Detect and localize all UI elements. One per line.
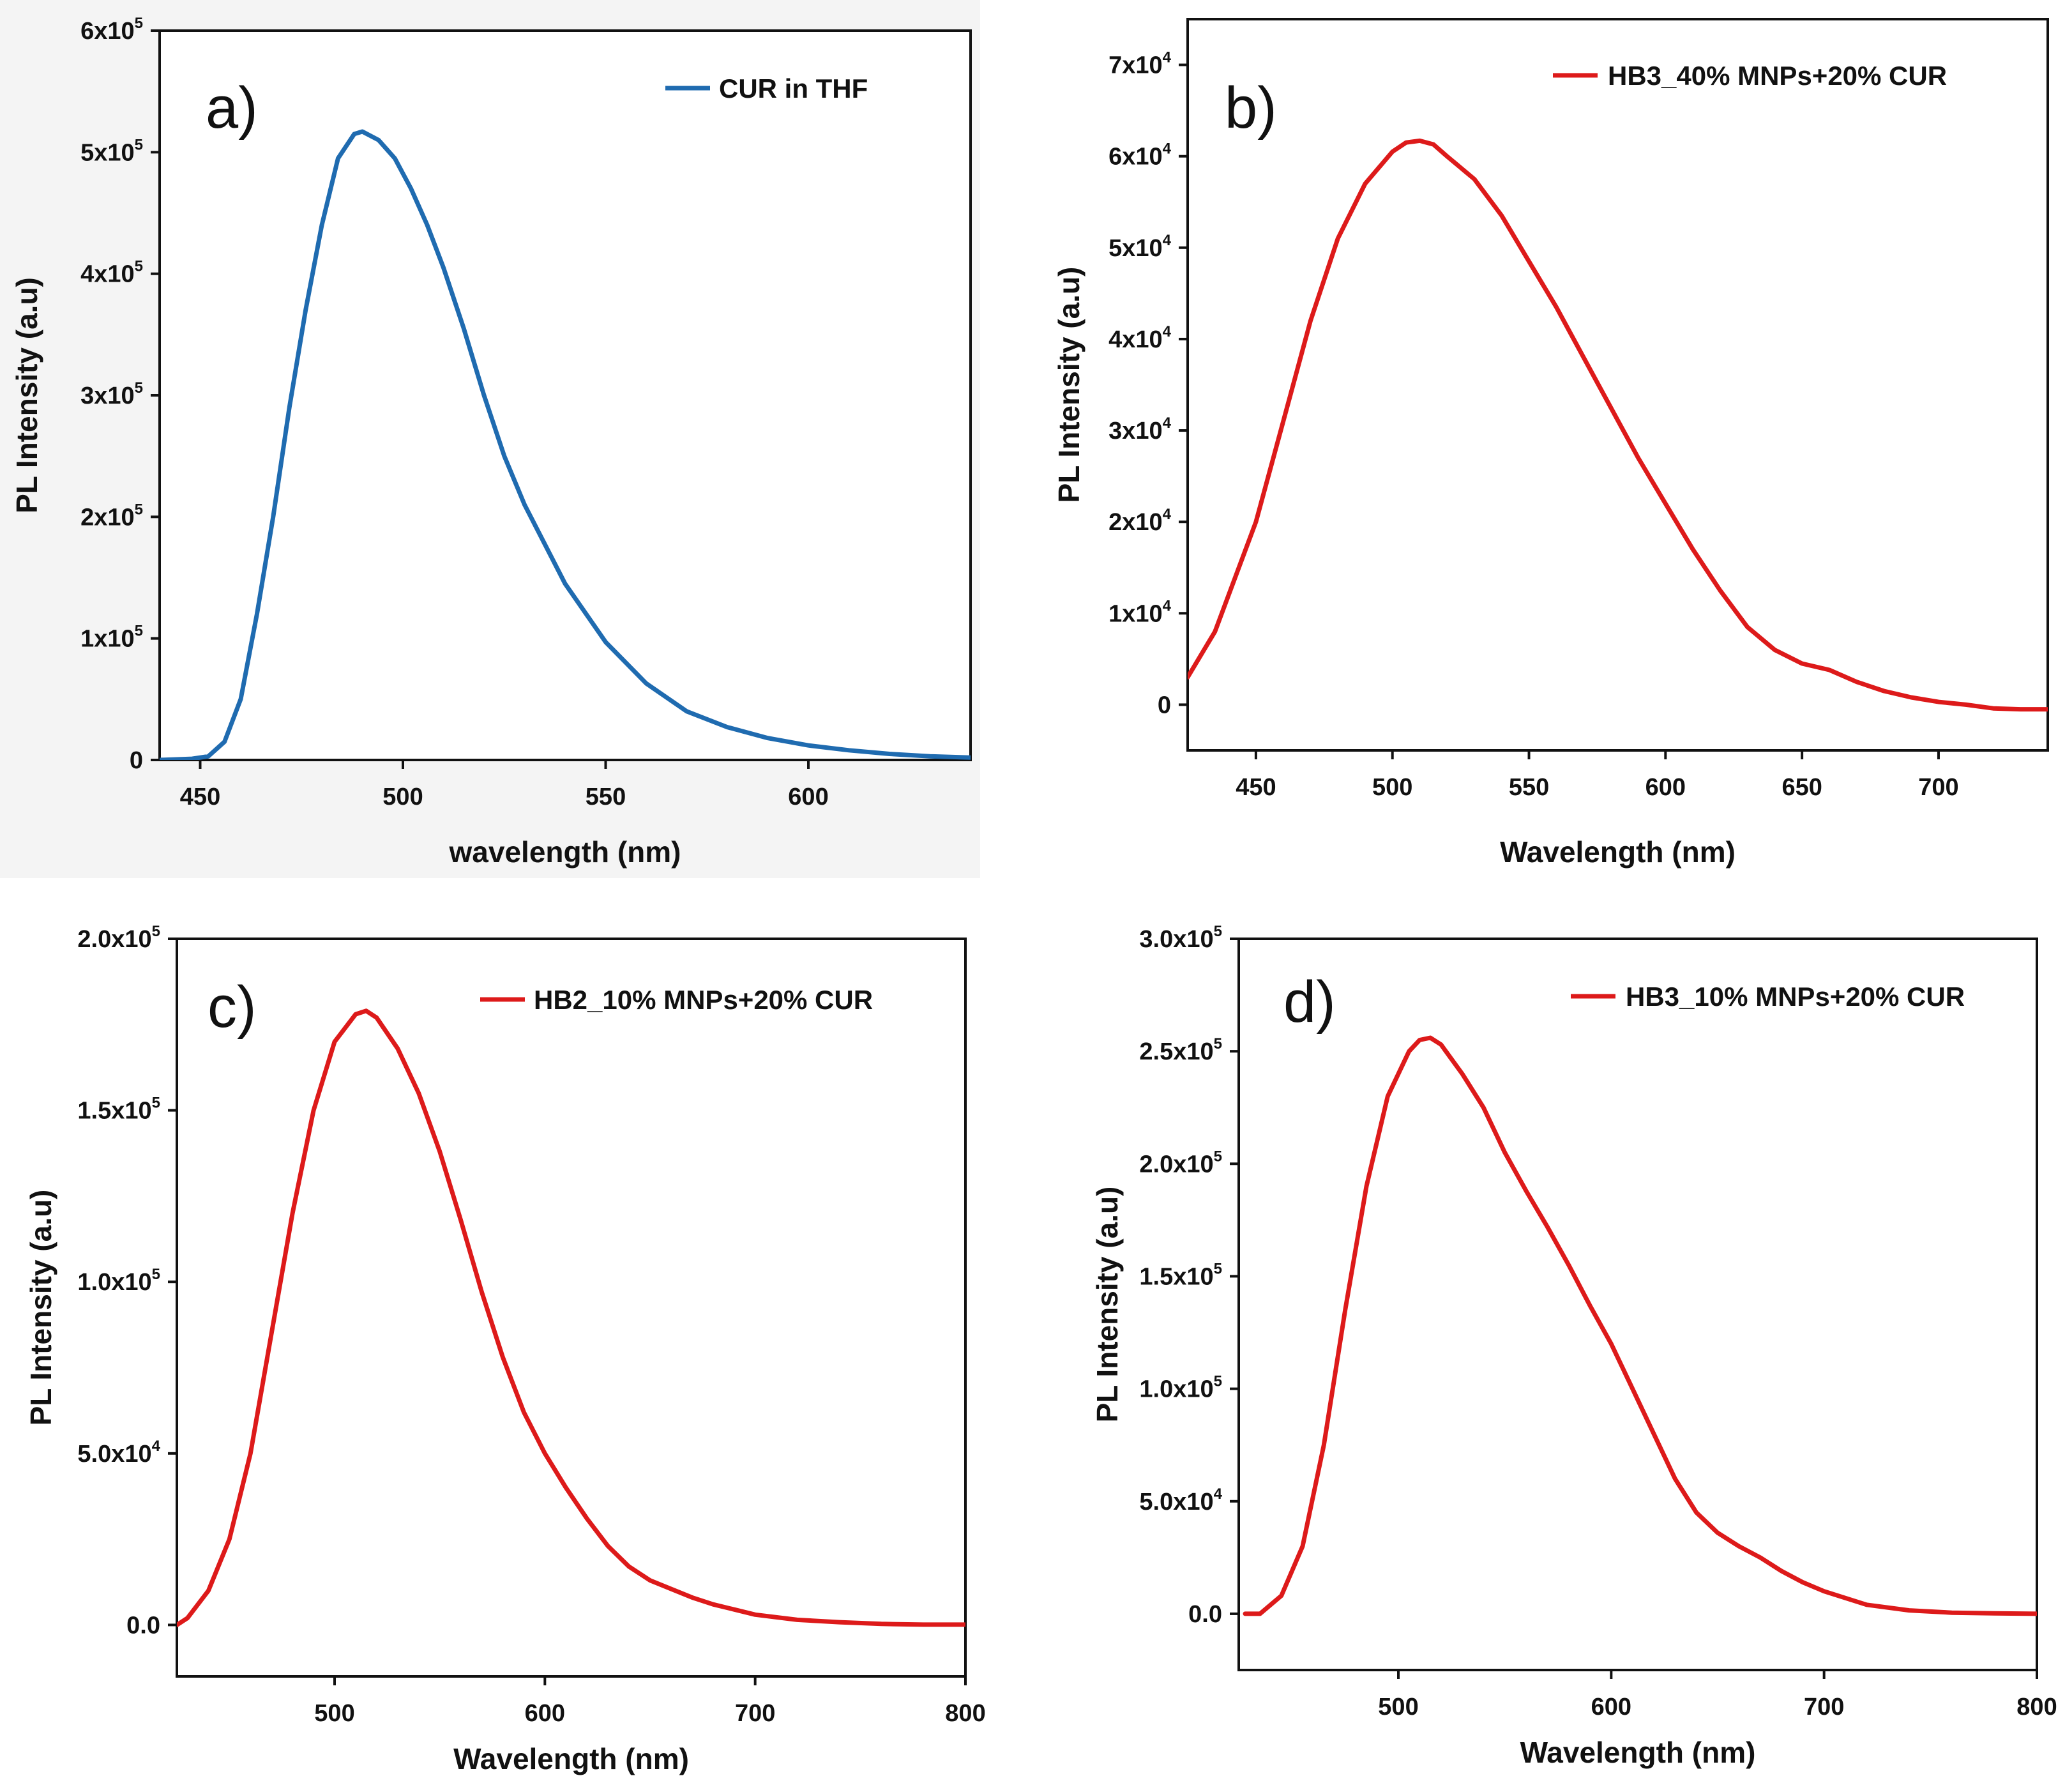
plot-frame: [1237, 938, 2038, 1671]
y-tick-label: 5x104: [1108, 232, 1172, 262]
y-tick-label: 3x104: [1108, 414, 1172, 444]
y-axis-label: PL Intensity (a.u): [10, 277, 43, 513]
y-tick-label: 1.5x105: [77, 1095, 160, 1125]
y-tick-label: 2x105: [80, 501, 143, 531]
y-tick-label: 1x105: [80, 623, 143, 653]
panel-c: 500 600 700 800 0.0 5.0x104 1.0x105 1.5x105 2.0x…: [24, 923, 986, 1775]
x-tick-label: 550: [1509, 774, 1549, 801]
x-tick-label: 700: [1804, 1694, 1844, 1720]
series-line: [1243, 1035, 2037, 1616]
y-tick-label: 2.5x105: [1139, 1035, 1222, 1065]
y-tick-label: 1.0x105: [1139, 1373, 1222, 1403]
legend-label: HB2_10% MNPs+20% CUR: [534, 985, 873, 1015]
x-tick-label: 800: [945, 1700, 985, 1727]
panel-a: 450 500 550 600 0 1x105 2x105 3x105 4x105 5x105 6x…: [0, 0, 980, 878]
panel-b: 450 500 550 600 650 700 0 1x104 2x104 3x104 4x104 5…: [1052, 18, 2049, 869]
y-tick-label: 7x104: [1108, 49, 1172, 79]
x-tick-label: 600: [1645, 774, 1686, 801]
x-tick-label: 650: [1781, 774, 1822, 801]
legend-label: HB3_10% MNPs+20% CUR: [1626, 982, 1965, 1012]
panel-label: d): [1283, 969, 1336, 1035]
panel-label: a): [206, 75, 258, 140]
y-tick-label: 1.5x105: [1139, 1260, 1222, 1290]
series-line: [1188, 138, 2048, 712]
x-tick-label: 600: [525, 1700, 565, 1727]
x-axis-label: Wavelength (nm): [453, 1742, 689, 1775]
y-axis-label: PL Intensity (a.u): [1091, 1187, 1124, 1423]
x-tick-label: 550: [586, 784, 626, 810]
y-axis-label: PL Intensity (a.u): [1052, 267, 1085, 503]
x-tick-label: 700: [1918, 774, 1958, 801]
x-tick-label: 500: [314, 1700, 354, 1727]
x-axis-label: Wavelength (nm): [1520, 1736, 1756, 1769]
x-axis-label: wavelength (nm): [449, 835, 681, 869]
y-tick-label: 1.0x105: [77, 1266, 160, 1296]
x-tick-label: 450: [1236, 774, 1276, 801]
legend-label: HB3_40% MNPs+20% CUR: [1608, 61, 1947, 91]
y-tick-label: 2.0x105: [77, 923, 160, 953]
y-tick-label: 5x105: [80, 136, 143, 166]
x-tick-label: 600: [1591, 1694, 1631, 1720]
series-line: [160, 129, 971, 760]
series-line: [177, 1008, 965, 1627]
y-tick-label: 3x105: [80, 379, 143, 409]
legend-label: CUR in THF: [719, 73, 868, 103]
y-tick-label: 2.0x105: [1139, 1148, 1222, 1178]
panel-label: b): [1225, 75, 1277, 140]
y-tick-label: 6x104: [1108, 140, 1172, 171]
y-tick-label: 3.0x105: [1139, 923, 1222, 953]
y-tick-label: 1x104: [1108, 597, 1172, 627]
y-tick-label: 0.0: [126, 1612, 160, 1639]
y-tick-label: 0: [1158, 692, 1171, 718]
y-tick-label: 0: [130, 747, 143, 774]
panel-d: 500 600 700 800 0.0 5.0x104 1.0x105 1.5x105 2.0x…: [1091, 923, 2057, 1769]
x-tick-label: 600: [788, 784, 828, 810]
panel-label: c): [208, 975, 257, 1040]
x-tick-label: 500: [1372, 774, 1412, 801]
y-tick-label: 2x104: [1108, 506, 1172, 536]
x-tick-label: 500: [382, 784, 423, 810]
y-tick-label: 4x105: [80, 258, 143, 288]
y-tick-label: 5.0x104: [1139, 1485, 1222, 1515]
x-tick-label: 500: [1378, 1694, 1418, 1720]
plot-frame: [1186, 18, 2049, 752]
x-axis-label: Wavelength (nm): [1500, 835, 1736, 869]
y-tick-label: 0.0: [1188, 1601, 1222, 1628]
y-tick-label: 6x105: [80, 15, 143, 45]
y-tick-label: 4x104: [1108, 323, 1172, 353]
plot-frame: [176, 938, 967, 1678]
x-tick-label: 700: [735, 1700, 775, 1727]
y-tick-label: 5.0x104: [77, 1438, 160, 1468]
x-tick-label: 800: [2016, 1694, 2057, 1720]
x-tick-label: 450: [180, 784, 220, 810]
y-axis-label: PL Intensity (a.u): [24, 1190, 57, 1426]
plot-frame: [158, 29, 972, 761]
